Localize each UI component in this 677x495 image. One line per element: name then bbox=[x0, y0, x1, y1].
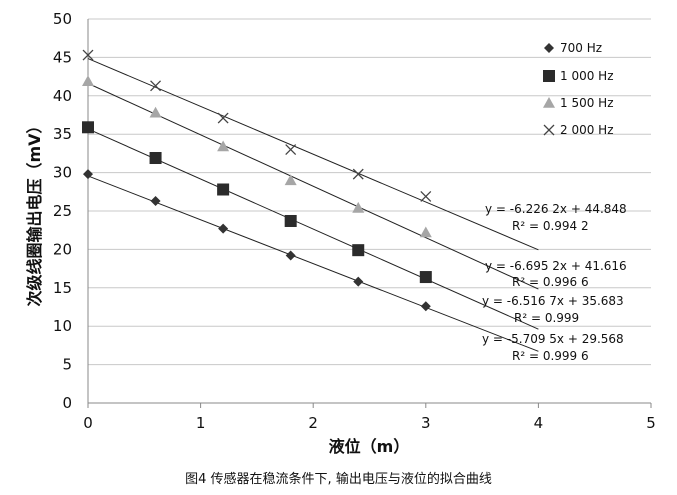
fit-r-squared: R² = 0.999 6 bbox=[512, 349, 589, 363]
y-tick-label: 10 bbox=[53, 317, 72, 335]
data-point bbox=[352, 168, 364, 180]
x-tick-label: 1 bbox=[196, 414, 206, 432]
data-point bbox=[150, 196, 161, 207]
data-point bbox=[419, 271, 432, 284]
data-point bbox=[352, 201, 365, 213]
fit-equation: y = -5.709 5x + 29.568 bbox=[482, 332, 624, 346]
fit-equations: y = -5.709 5x + 29.568 R² = 0.999 6 y = -6… bbox=[482, 202, 627, 363]
fit-equation: y = -6.226 2x + 44.848 bbox=[485, 202, 627, 216]
fit-line bbox=[87, 58, 539, 251]
legend-label: 1 000 Hz bbox=[560, 69, 614, 83]
data-point bbox=[285, 250, 296, 261]
data-point bbox=[217, 183, 230, 196]
legend-marker bbox=[543, 97, 555, 108]
legend-label: 700 Hz bbox=[560, 41, 602, 55]
data-point bbox=[284, 214, 297, 227]
y-tick-label: 45 bbox=[53, 48, 72, 66]
data-points bbox=[82, 49, 432, 312]
figure-caption: 图4 传感器在稳流条件下, 输出电压与液位的拟合曲线 bbox=[185, 472, 492, 487]
x-tick-label: 0 bbox=[83, 414, 93, 432]
y-axis-title: 次级线圈输出电压（mV） bbox=[25, 117, 44, 306]
data-point bbox=[150, 80, 162, 92]
fit-r-squared: R² = 0.996 6 bbox=[512, 275, 589, 289]
y-tick-label: 0 bbox=[62, 394, 72, 412]
y-tick-label: 40 bbox=[53, 87, 72, 105]
legend: 700 Hz 1 000 Hz 1 500 Hz 2 000 Hz bbox=[543, 41, 614, 137]
legend-label: 1 500 Hz bbox=[560, 96, 614, 110]
y-tick-label: 50 bbox=[53, 10, 72, 28]
gridlines bbox=[88, 18, 651, 366]
data-point bbox=[419, 226, 432, 238]
y-tick-label: 15 bbox=[53, 279, 72, 297]
data-point bbox=[420, 301, 431, 312]
fit-line bbox=[87, 82, 539, 290]
data-point bbox=[352, 244, 365, 257]
y-tick-label: 25 bbox=[53, 202, 72, 220]
data-point bbox=[420, 190, 432, 202]
fit-r-squared: R² = 0.999 bbox=[514, 311, 579, 325]
data-point bbox=[285, 144, 297, 156]
x-tick-label: 5 bbox=[646, 414, 656, 432]
data-point bbox=[217, 140, 230, 152]
data-point bbox=[82, 75, 94, 87]
x-tick-label: 3 bbox=[421, 414, 431, 432]
y-tick-label: 30 bbox=[53, 164, 72, 182]
data-point bbox=[82, 49, 94, 61]
y-tick-label: 20 bbox=[53, 240, 72, 258]
data-point bbox=[217, 112, 229, 124]
data-point bbox=[284, 174, 297, 186]
x-tick-label: 2 bbox=[308, 414, 318, 432]
fit-equation: y = -6.516 7x + 35.683 bbox=[482, 294, 624, 308]
data-point bbox=[82, 121, 94, 134]
fit-line bbox=[87, 128, 539, 330]
legend-marker bbox=[543, 70, 555, 82]
y-tick-label: 35 bbox=[53, 125, 72, 143]
fit-equation: y = -6.695 2x + 41.616 bbox=[485, 259, 627, 273]
fit-r-squared: R² = 0.994 2 bbox=[512, 219, 589, 233]
data-point bbox=[353, 276, 364, 287]
data-point bbox=[83, 169, 93, 180]
fit-line bbox=[87, 175, 539, 352]
data-point bbox=[149, 106, 162, 118]
legend-marker bbox=[543, 124, 555, 136]
data-point bbox=[149, 152, 162, 165]
x-axis-title: 液位（m） bbox=[329, 437, 410, 456]
legend-marker bbox=[544, 43, 554, 53]
fit-lines bbox=[87, 58, 539, 352]
y-tick-label: 5 bbox=[62, 356, 72, 374]
x-tick-label: 4 bbox=[534, 414, 544, 432]
legend-label: 2 000 Hz bbox=[560, 123, 614, 137]
data-point bbox=[218, 223, 229, 234]
